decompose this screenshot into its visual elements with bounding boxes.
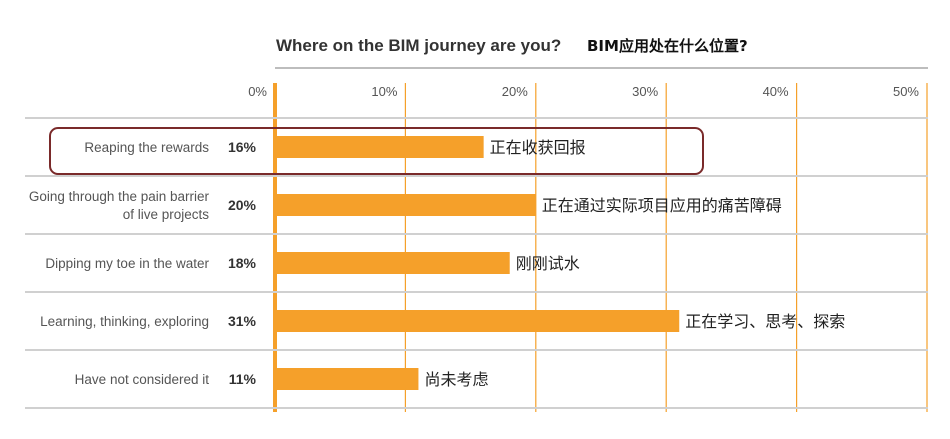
- bar: [277, 194, 536, 216]
- highlight-box: [49, 127, 704, 175]
- category-label: Learning, thinking, exploring: [40, 314, 209, 329]
- value-label: 16%: [228, 139, 257, 155]
- value-label: 20%: [228, 197, 257, 213]
- value-label: 18%: [228, 255, 257, 271]
- category-label: Going through the pain barrier: [29, 189, 210, 204]
- bar: [277, 252, 510, 274]
- category-label: of live projects: [123, 207, 210, 222]
- x-tick-label: 30%: [632, 84, 658, 99]
- annotation-cn: 正在收获回报: [490, 138, 586, 157]
- annotation-cn: 尚未考虑: [424, 370, 488, 389]
- category-label: Have not considered it: [75, 372, 210, 387]
- chart-title: Where on the BIM journey are you?: [276, 36, 561, 55]
- value-label: 31%: [228, 313, 257, 329]
- annotation-cn: 刚刚试水: [516, 254, 580, 273]
- category-label: Reaping the rewards: [84, 140, 209, 155]
- value-label: 11%: [229, 371, 257, 387]
- bar: [277, 136, 484, 158]
- annotation-cn: 正在学习、思考、探索: [685, 312, 845, 331]
- x-tick-label: 10%: [371, 84, 397, 99]
- x-tick-label: 20%: [502, 84, 528, 99]
- bar: [277, 368, 419, 390]
- x-tick-label: 50%: [893, 84, 919, 99]
- bar: [277, 310, 680, 332]
- chart-title-cn: BIM应用处在什么位置?: [587, 37, 748, 55]
- x-tick-label: 0%: [248, 84, 267, 99]
- annotation-cn: 正在通过实际项目应用的痛苦障碍: [542, 196, 782, 215]
- category-label: Dipping my toe in the water: [45, 256, 209, 271]
- x-tick-label: 40%: [763, 84, 789, 99]
